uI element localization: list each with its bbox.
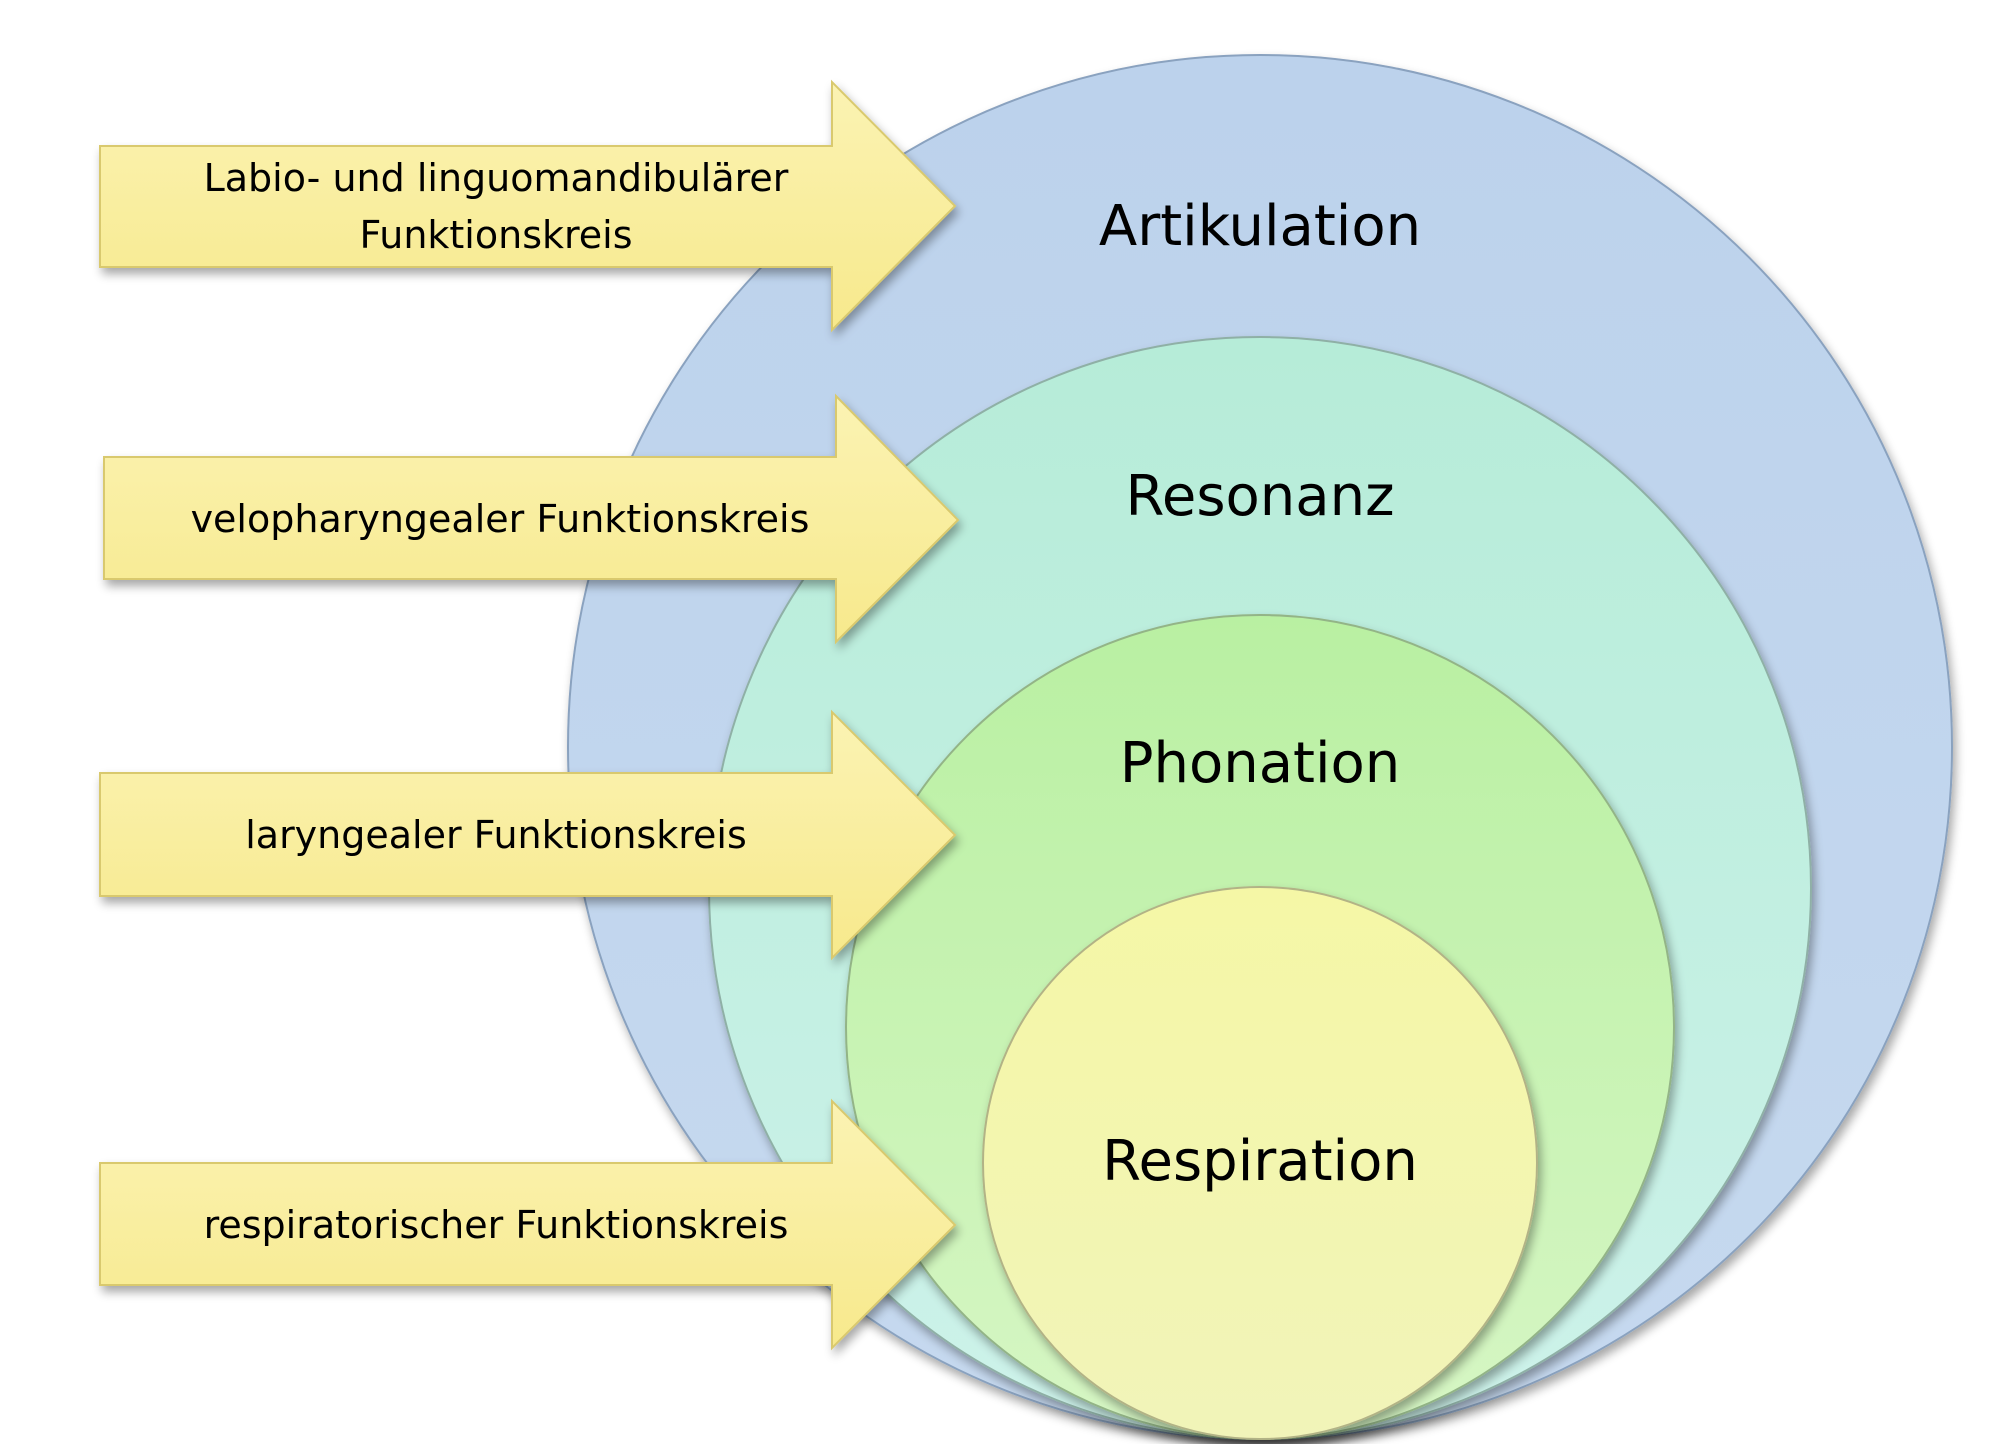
arrow-laryngeal: laryngealer Funktionskreis xyxy=(99,709,957,961)
arrow-shape-1 xyxy=(99,79,957,333)
arrows: Labio- und linguomandibulärer Funktionsk… xyxy=(99,79,960,1351)
arrow-labio-linguomandibular: Labio- und linguomandibulärer Funktionsk… xyxy=(99,79,957,333)
arrow-label-3: laryngealer Funktionskreis xyxy=(245,813,747,857)
arrow-label-2: velopharyngealer Funktionskreis xyxy=(191,497,810,541)
circle-labels: Artikulation Resonanz Phonation Respirat… xyxy=(1099,194,1421,1194)
nested-circles xyxy=(567,54,1953,1440)
label-artikulation: Artikulation xyxy=(1099,194,1421,259)
arrow-shape-4 xyxy=(99,1098,957,1351)
circle-respiration xyxy=(982,886,1538,1440)
arrow-label-1-line-2: Funktionskreis xyxy=(359,213,632,257)
label-respiration: Respiration xyxy=(1102,1129,1418,1194)
arrow-shape-2 xyxy=(103,393,960,645)
arrow-velopharyngeal: velopharyngealer Funktionskreis xyxy=(103,393,960,645)
label-resonanz: Resonanz xyxy=(1126,464,1395,529)
label-phonation: Phonation xyxy=(1120,731,1401,796)
arrow-label-4: respiratorischer Funktionskreis xyxy=(204,1203,789,1247)
arrow-respiratory: respiratorischer Funktionskreis xyxy=(99,1098,957,1351)
arrow-label-1-line-1: Labio- und linguomandibulärer xyxy=(204,156,789,200)
arrow-shape-3 xyxy=(99,709,957,961)
